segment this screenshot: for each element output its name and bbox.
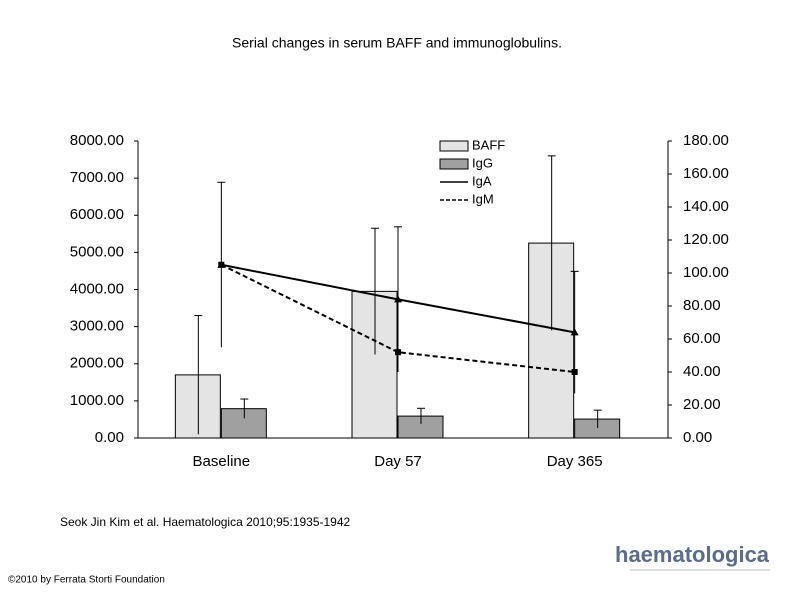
y2-tick-label: 80.00 xyxy=(683,297,721,314)
y-tick-label: 8000.00 xyxy=(70,132,124,149)
legend-label: IgM xyxy=(472,191,494,206)
legend-swatch xyxy=(439,140,469,152)
y2-tick-label: 140.00 xyxy=(683,198,729,215)
logo: haematologica xyxy=(615,542,770,567)
bar xyxy=(220,408,267,439)
x-tick-label: Baseline xyxy=(193,453,251,470)
y-tick-label: 1000.00 xyxy=(70,392,124,409)
y2-tick-label: 40.00 xyxy=(683,363,721,380)
y-tick-label: 7000.00 xyxy=(70,169,124,186)
y-tick-label: 6000.00 xyxy=(70,206,124,223)
marker xyxy=(571,369,578,375)
y2-tick-label: 120.00 xyxy=(683,231,729,248)
y-tick-label: 2000.00 xyxy=(70,355,124,372)
y2-tick-label: 0.00 xyxy=(683,429,712,446)
x-tick-label: Day 57 xyxy=(374,453,422,470)
y2-tick-label: 160.00 xyxy=(683,165,729,182)
y-tick-label: 3000.00 xyxy=(70,318,124,335)
legend-label: IgA xyxy=(472,173,492,188)
y2-tick-label: 20.00 xyxy=(683,396,721,413)
x-tick-label: Day 365 xyxy=(547,453,603,470)
y2-tick-label: 100.00 xyxy=(683,264,729,281)
y2-tick-label: 180.00 xyxy=(683,132,729,149)
marker xyxy=(218,261,225,268)
slide-title: Serial changes in serum BAFF and immunog… xyxy=(232,35,562,51)
y-tick-label: 5000.00 xyxy=(70,243,124,260)
line xyxy=(220,263,575,373)
y2-tick-label: 60.00 xyxy=(683,330,721,347)
citation: Seok Jin Kim et al. Haematologica 2010;9… xyxy=(60,515,351,529)
legend-label: BAFF xyxy=(472,137,505,152)
y-tick-label: 4000.00 xyxy=(70,280,124,297)
legend-swatch xyxy=(439,158,469,170)
y-tick-label: 0.00 xyxy=(95,429,124,446)
copyright: ©2010 by Ferrata Storti Foundation xyxy=(8,575,165,586)
legend-label: IgG xyxy=(472,155,493,170)
marker xyxy=(395,349,401,356)
